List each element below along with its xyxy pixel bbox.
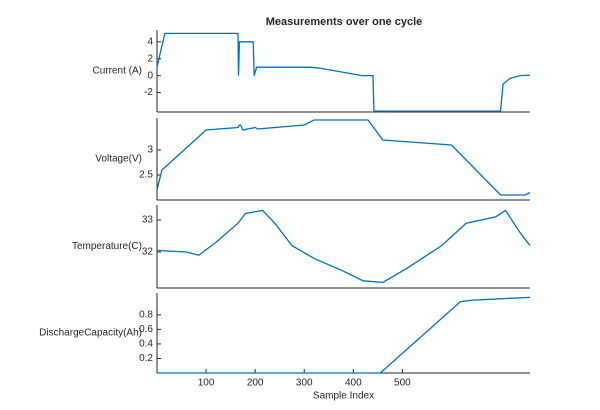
x-tick-label: 300 (296, 378, 313, 389)
x-tick-label: 500 (394, 378, 411, 389)
x-axis-label: Sample Index (313, 391, 374, 402)
y-axis-label: DischargeCapacity(Ah) (39, 328, 142, 339)
chart-title: Measurements over one cycle (266, 16, 423, 28)
y-tick-label: 3 (147, 145, 153, 156)
data-line (156, 32, 531, 112)
y-axis-label: Temperature(C) (72, 241, 142, 252)
x-tick-label: 100 (198, 378, 215, 389)
data-line (157, 296, 531, 374)
data-line (156, 119, 531, 196)
y-tick-label: 0.2 (139, 353, 153, 364)
y-axis-label: Current (A) (93, 66, 142, 77)
y-tick-label: 33 (142, 215, 154, 226)
y-tick-label: 2.5 (139, 170, 153, 181)
y-tick-label: 32 (142, 247, 154, 258)
y-tick-label: 2 (147, 53, 153, 64)
y-tick-label: 0.6 (139, 324, 153, 335)
y-tick-label: 0.8 (139, 309, 153, 320)
y-axis-label: Voltage(V) (95, 154, 142, 165)
y-tick-label: 4 (147, 36, 153, 47)
x-tick-label: 200 (247, 378, 264, 389)
y-tick-label: 0 (147, 70, 153, 81)
data-line (156, 209, 531, 284)
y-tick-label: -2 (144, 87, 153, 98)
x-tick-label: 400 (345, 378, 362, 389)
y-tick-label: 0.4 (139, 339, 153, 350)
